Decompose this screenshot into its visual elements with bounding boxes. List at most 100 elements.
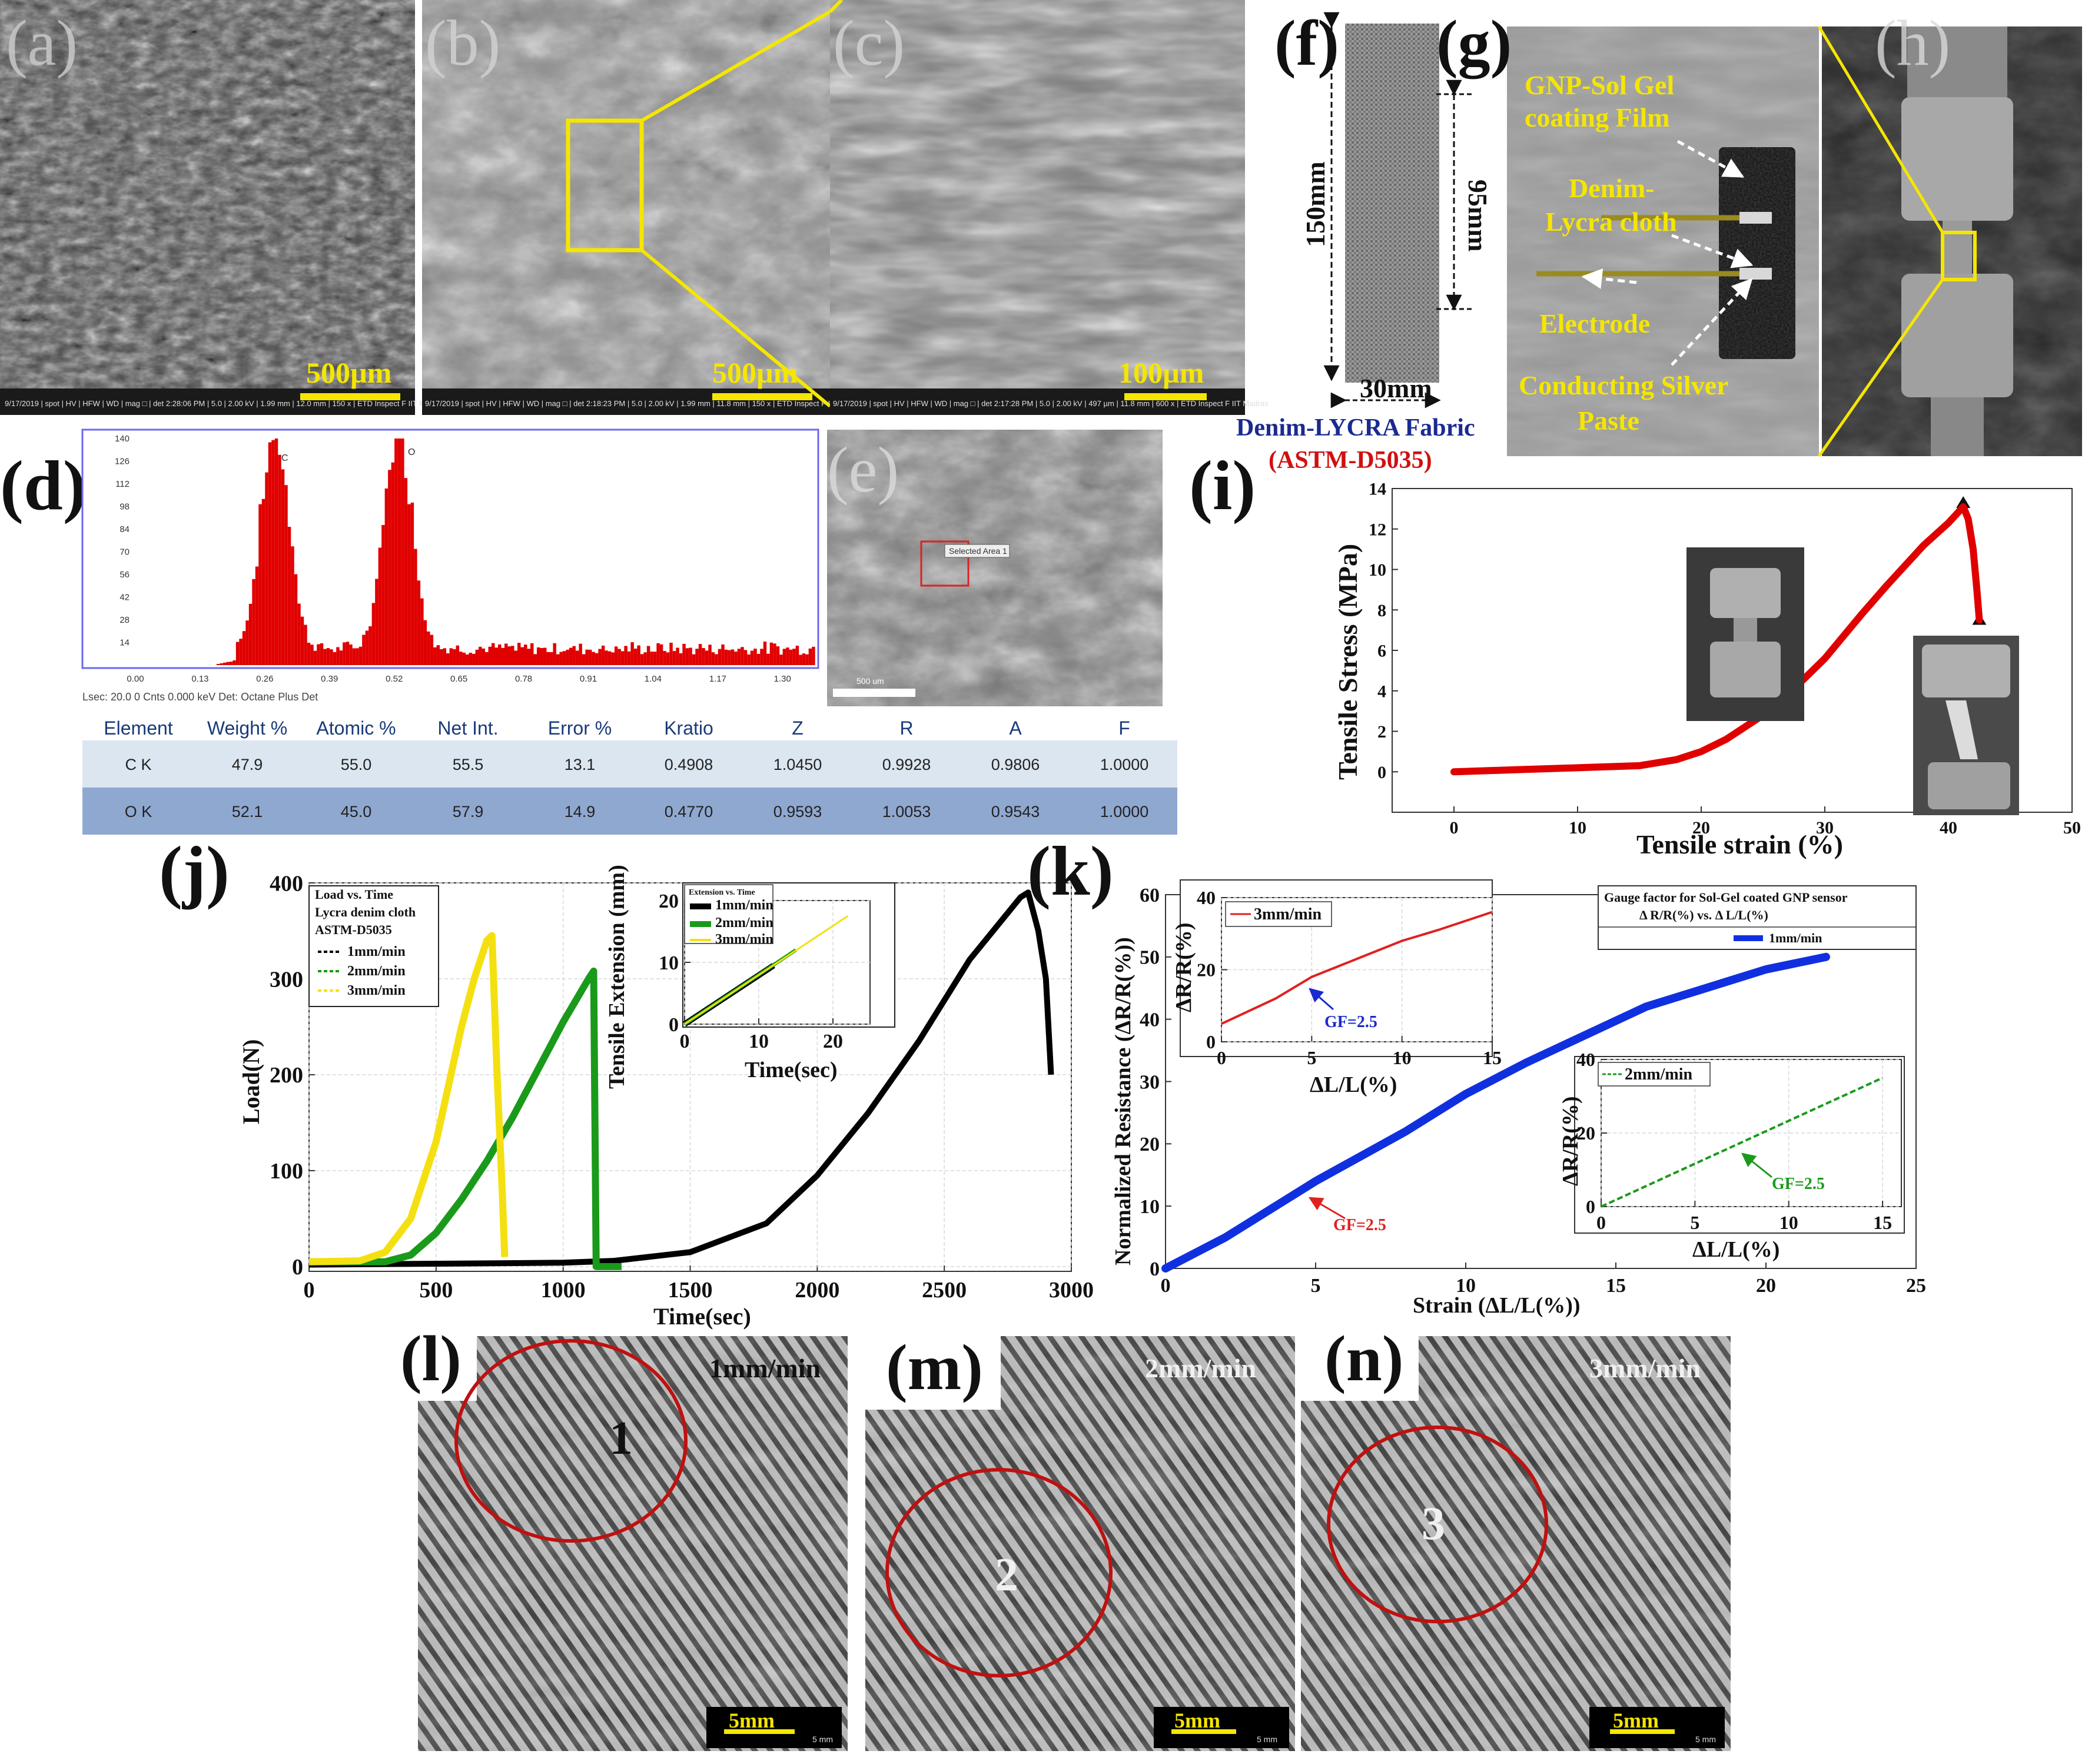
spectrum-bar	[485, 652, 489, 665]
spectrum-bar	[708, 645, 712, 665]
y-tick-label: 0	[1586, 1196, 1595, 1217]
table-cell: 1.0450	[773, 756, 822, 773]
spectrum-bar	[482, 648, 486, 665]
spectrum-bar	[278, 454, 281, 665]
panel-i-label: (i)	[1189, 446, 1256, 524]
spectrum-bar	[517, 643, 521, 665]
spectrum-bar	[339, 650, 343, 665]
dim-gauge: 95mm	[1463, 180, 1493, 252]
x-tick-label: 1.30	[774, 674, 791, 684]
spectrum-bar	[440, 649, 443, 665]
spectrum-bar	[566, 649, 569, 665]
panel-l-scale-bar: 5mm	[729, 1709, 775, 1732]
panel-e-scale-bar: 500 um	[856, 676, 884, 686]
k-inset-2mm-legend: 2mm/min	[1625, 1065, 1693, 1084]
table-cell: 47.9	[232, 756, 263, 773]
spectrum-bar	[368, 626, 372, 665]
y-tick-label: 0	[292, 1255, 303, 1280]
k-inset-2mm-curve	[1601, 1077, 1883, 1208]
table-cell: 1.0000	[1100, 803, 1149, 820]
x-tick-label: 3000	[1049, 1278, 1094, 1303]
spectrum-bar	[546, 652, 550, 665]
spectrum-bar	[504, 643, 508, 665]
spectrum-bar	[808, 648, 812, 665]
y-tick-label: 2	[1377, 722, 1386, 742]
j-legend-title-2: Lycra denim cloth	[315, 905, 416, 919]
spectrum-bar	[595, 653, 599, 665]
x-tick-label: 0.13	[191, 674, 208, 684]
spectrum-bar	[449, 648, 453, 665]
j-series-3mm/min	[308, 932, 509, 1265]
j-legend-2mm: 2mm/min	[347, 964, 406, 979]
y-tick-label: 40	[1140, 1009, 1160, 1031]
panel-l-rate: 1mm/min	[709, 1353, 821, 1383]
x-tick-label: 0.00	[127, 674, 144, 684]
spectrum-bar	[235, 642, 240, 665]
spectrum-bar	[352, 648, 356, 665]
spectrum-bar	[588, 649, 592, 665]
spectrum-bar	[582, 654, 586, 665]
x-tick-label: 25	[1906, 1275, 1926, 1297]
panel-f: (f) 150mm 95mm 30mm Denim-LYCRA Fabric (…	[1236, 7, 1493, 474]
x-tick-label: 0.91	[580, 674, 597, 684]
k-legend-1mm: 1mm/min	[1769, 931, 1822, 945]
spectrum-bar	[585, 649, 589, 665]
region-circle-3	[1327, 1426, 1548, 1623]
spectrum-bar	[462, 652, 466, 665]
j-legend-title-1: Load vs. Time	[315, 887, 393, 902]
spectrum-bar	[633, 648, 638, 665]
panel-j-label: (j)	[159, 832, 230, 910]
y-tick-label: 42	[119, 593, 130, 603]
spectrum-bar	[520, 647, 524, 665]
standard-label: (ASTM-D5035)	[1269, 447, 1432, 474]
spectrum-bar	[307, 642, 311, 665]
x-tick-label: 5	[1690, 1212, 1699, 1233]
spectrum-bar	[494, 647, 499, 665]
k-inset-3mm-xlabel: ΔL/L(%)	[1310, 1072, 1397, 1097]
x-tick-label: 40	[1940, 818, 1957, 838]
spectrum-bar	[705, 650, 709, 665]
spectrum-bar	[343, 642, 346, 665]
spectrum-bar	[607, 651, 612, 665]
j-series-1mm/min	[308, 889, 1054, 1268]
spectrum-bar	[381, 525, 385, 665]
x-tick-label: 30	[1816, 818, 1834, 838]
table-cell: 1.0000	[1100, 756, 1149, 773]
spectrum-bar	[663, 650, 666, 665]
spectrum-bar	[795, 646, 799, 665]
spectrum-bar	[562, 651, 566, 665]
table-header-cell: Element	[104, 717, 173, 739]
spectrum-bar	[226, 662, 230, 665]
y-tick-label: 112	[115, 479, 130, 489]
panel-h-label: (h)	[1875, 7, 1950, 79]
spectrum-bar	[743, 650, 748, 665]
x-tick-label: 1.17	[709, 674, 726, 684]
spectrum-bar	[653, 652, 657, 665]
spectrum-bar	[763, 642, 767, 665]
k-inset-3mm-legend: 3mm/min	[1254, 905, 1322, 923]
y-tick-label: 30	[1140, 1071, 1160, 1093]
spectrum-bar	[789, 649, 793, 665]
panel-n-rate: 3mm/min	[1589, 1353, 1701, 1383]
spectrum-bar	[627, 651, 631, 665]
panel-c: 100µm 9/17/2019 | spot | HV | HFW | WD |…	[828, 0, 1269, 415]
table-cell: 0.9593	[773, 803, 822, 820]
spectrum-bar	[753, 649, 757, 665]
panel-f-label: (f)	[1274, 7, 1339, 79]
table-header-cell: Net Int.	[437, 717, 498, 739]
fabric-sample	[1345, 24, 1439, 383]
spectrum-bar	[540, 647, 543, 665]
spectrum-bar	[371, 603, 376, 665]
spectrum-bar	[549, 652, 553, 665]
spectrum-bar	[404, 478, 408, 665]
spectrum-bar	[420, 598, 424, 665]
y-tick-label: 10	[659, 952, 679, 974]
j-ylabel: Load(N)	[238, 1039, 264, 1124]
spectrum-bar	[510, 646, 514, 665]
x-tick-label: 0	[304, 1278, 315, 1303]
spectrum-bar	[427, 631, 430, 665]
table-header-cell: F	[1118, 717, 1130, 739]
panel-b: 500µm 9/17/2019 | spot | HV | HFW | WD |…	[422, 0, 865, 415]
spectrum-bar	[575, 650, 579, 665]
